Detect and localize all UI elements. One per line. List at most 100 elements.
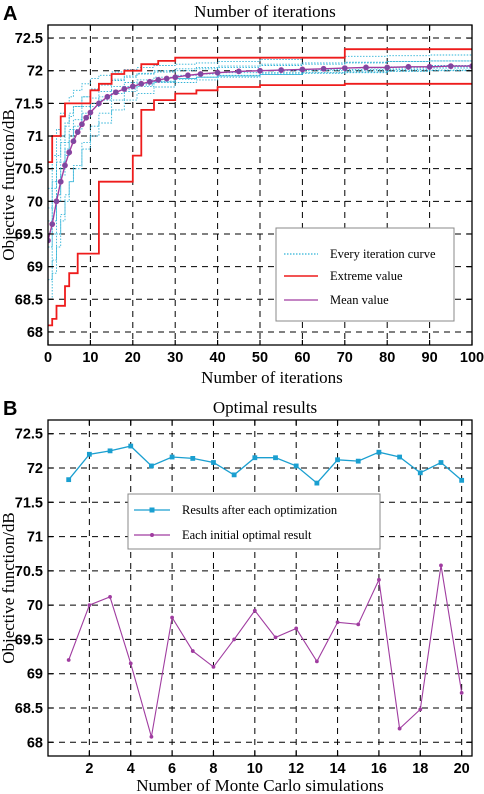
chart-b-results-point	[314, 480, 320, 486]
chart-a-extreme-value-line	[48, 82, 472, 327]
chart-a-y-axis-label: Objective function/dB	[0, 109, 18, 261]
chart-a-mean-value-point	[146, 78, 153, 85]
chart-a-y-tick-label: 71	[27, 129, 43, 145]
chart-a-mean-value-point	[172, 74, 179, 81]
chart-b-results-point	[273, 455, 278, 461]
chart-a-x-tick-label: 40	[210, 350, 226, 366]
chart-b-y-tick-label: 71.5	[15, 495, 43, 511]
chart-b-results-point	[459, 477, 465, 483]
chart-b-y-tick-label: 71	[27, 530, 43, 546]
chart-b-y-tick-label: 68.5	[15, 701, 43, 717]
chart-a-mean-value-point	[299, 66, 306, 73]
chart-b-y-axis-label: Objective function/dB	[0, 512, 18, 664]
chart-a-mean-value-point	[83, 114, 90, 121]
chart-b-initial-point	[314, 659, 319, 664]
chart-b-x-tick-label: 4	[127, 761, 135, 777]
chart-b-results-point	[107, 448, 113, 454]
chart-a-mean-value-point	[62, 162, 68, 169]
chart-b-initial-point	[252, 608, 257, 613]
chart-b-initial-point	[211, 664, 216, 669]
chart-b-title: Optimal results	[213, 398, 317, 417]
chart-a-y-tick-label: 71.5	[15, 96, 43, 112]
chart-a-x-tick-label: 70	[337, 350, 353, 366]
chart-b-results-point	[397, 454, 403, 460]
chart-b-x-tick-label: 2	[85, 761, 93, 777]
chart-b-initial-point	[294, 626, 299, 631]
chart-a-mean-value-point	[49, 221, 56, 228]
chart-b-initial-point	[149, 734, 154, 739]
chart-a-every-iteration-curve	[48, 54, 472, 189]
chart-a-y-tick-label: 70	[27, 194, 43, 210]
chart-a-mean-value-point	[320, 65, 327, 72]
chart-b-initial-point	[418, 707, 423, 712]
chart-a-mean-value-point	[426, 63, 433, 70]
chart-a-mean-value-point	[104, 93, 111, 100]
chart-b-x-tick-label: 8	[209, 761, 217, 777]
chart-b-y-tick-label: 72	[27, 461, 43, 477]
chart-a-mean-value-point	[405, 63, 412, 70]
chart-a-mean-value-point	[163, 75, 170, 82]
chart-b-y-tick-label: 70.5	[15, 564, 43, 580]
chart-b-series	[66, 443, 465, 739]
chart-a-x-tick-label: 20	[125, 350, 141, 366]
chart-b-y-tick-label: 69	[27, 667, 43, 683]
chart-a-mean-value-point	[66, 149, 73, 156]
chart-b-results-point	[355, 458, 361, 464]
chart-b-initial-point	[356, 622, 361, 627]
chart-b-x-tick-label: 10	[247, 761, 263, 777]
chart-a-mean-value-point	[95, 100, 102, 107]
chart-b-x-tick-label: 18	[412, 761, 428, 777]
chart-a-legend-label-every: Every iteration curve	[330, 247, 436, 261]
chart-b-results-point	[293, 463, 299, 469]
chart-b-legend-label-initial: Each initial optimal result	[182, 528, 312, 542]
chart-b-x-tick-label: 16	[371, 761, 387, 777]
chart-b-legend: Results after each optimization Each init…	[127, 493, 381, 550]
chart-b-results-point	[169, 454, 175, 460]
chart-b-x-ticks: 2 4 6 8 10 12 14 16 18 20	[85, 420, 470, 777]
chart-a-x-axis-label: Number of iterations	[201, 368, 343, 387]
chart-b-legend-label-results: Results after each optimization	[182, 503, 338, 517]
chart-a-mean-value-point	[74, 129, 81, 136]
chart-b-x-axis-label: Number of Monte Carlo simulations	[136, 776, 383, 794]
chart-b-results-point	[128, 443, 134, 449]
chart-b-legend-marker-results	[149, 507, 155, 513]
chart-b-y-tick-label: 68	[27, 735, 43, 751]
chart-b-results-point	[376, 449, 382, 455]
panel-b: B Optimal results 6868.56969.57070.57171…	[0, 398, 473, 794]
chart-b-initial-point	[108, 595, 112, 599]
chart-b-legend-marker-initial	[150, 533, 154, 537]
chart-b-initial-point	[87, 603, 92, 608]
chart-b-y-tick-label: 70	[27, 598, 43, 614]
chart-a-x-tick-label: 80	[379, 350, 395, 366]
chart-b-x-tick-label: 20	[454, 761, 470, 777]
chart-a-x-tick-label: 100	[460, 350, 484, 366]
chart-a-x-tick-label: 10	[82, 350, 98, 366]
chart-a-every-iteration-curve	[48, 66, 472, 268]
chart-a-title: Number of iterations	[194, 2, 336, 21]
chart-a-mean-value-point	[341, 65, 348, 72]
chart-b-results-line	[68, 445, 463, 485]
chart-a-mean-value-point	[53, 198, 60, 205]
chart-a-legend-box	[275, 227, 455, 322]
chart-b-initial-point	[128, 661, 133, 666]
chart-b-initial-point	[377, 577, 381, 582]
chart-a-x-tick-label: 30	[167, 350, 183, 366]
chart-a-mean-value-point	[185, 72, 191, 79]
chart-b-grid	[48, 420, 472, 756]
chart-a-mean-value-point	[363, 64, 369, 71]
chart-b-frame	[47, 419, 473, 757]
chart-a-x-tick-label: 0	[44, 350, 52, 366]
chart-a-y-tick-label: 68.5	[15, 292, 43, 308]
chart-b-results-point	[252, 455, 258, 461]
chart-b-results-point	[149, 463, 154, 469]
chart-a-every-iteration-curve	[48, 64, 472, 235]
chart-a-legend: Every iteration curve Extreme value Mean v…	[275, 227, 455, 322]
chart-a-mean-value-point	[138, 80, 145, 87]
chart-a-y-tick-label: 68	[27, 325, 43, 341]
chart-b-y-tick-label: 69.5	[15, 632, 43, 648]
chart-a-mean-value-point	[121, 86, 128, 92]
chart-b-initial-point	[335, 620, 340, 625]
chart-a-mean-value-point	[129, 83, 136, 90]
chart-a-x-ticks: 0 10 20 30 40 50 60 70 80 90 100	[44, 25, 484, 366]
